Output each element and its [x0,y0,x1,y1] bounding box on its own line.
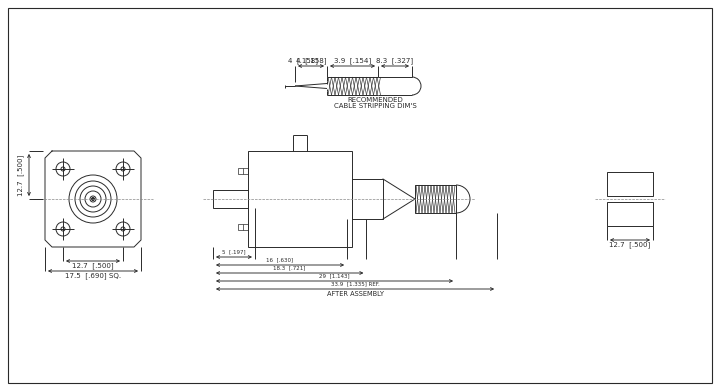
Text: 5  [.197]: 5 [.197] [222,249,246,255]
Text: 8.3  [.327]: 8.3 [.327] [377,57,413,65]
Text: 3.9  [.154]: 3.9 [.154] [334,57,371,65]
Text: 4  [.158]: 4 [.158] [288,57,318,65]
Bar [238,168,248,174]
Text: 12.7  [.500]: 12.7 [.500] [72,263,114,269]
Text: 17.5  [.690] SQ.: 17.5 [.690] SQ. [65,273,121,280]
Bar [607,172,653,196]
Bar [415,185,456,213]
Text: RECOMMENDED: RECOMMENDED [347,97,403,103]
Bar [213,190,248,208]
Circle shape [91,197,94,201]
Bar [248,151,352,247]
Text: 4  [.158]: 4 [.158] [296,57,326,65]
Text: 12.7  [.500]: 12.7 [.500] [17,154,24,196]
Text: 33.9  [1.335] REF.: 33.9 [1.335] REF. [330,282,379,287]
Bar [352,179,383,219]
Text: 18.3  [.721]: 18.3 [.721] [274,265,306,271]
Text: 16  [.630]: 16 [.630] [266,258,294,262]
Text: CABLE STRIPPING DIM'S: CABLE STRIPPING DIM'S [333,103,416,109]
Text: 29  [1.143]: 29 [1.143] [319,273,350,278]
Text: AFTER ASSEMBLY: AFTER ASSEMBLY [327,291,384,297]
Text: 12.7  [.500]: 12.7 [.500] [609,242,651,248]
Bar [607,202,653,226]
Bar [238,224,248,230]
